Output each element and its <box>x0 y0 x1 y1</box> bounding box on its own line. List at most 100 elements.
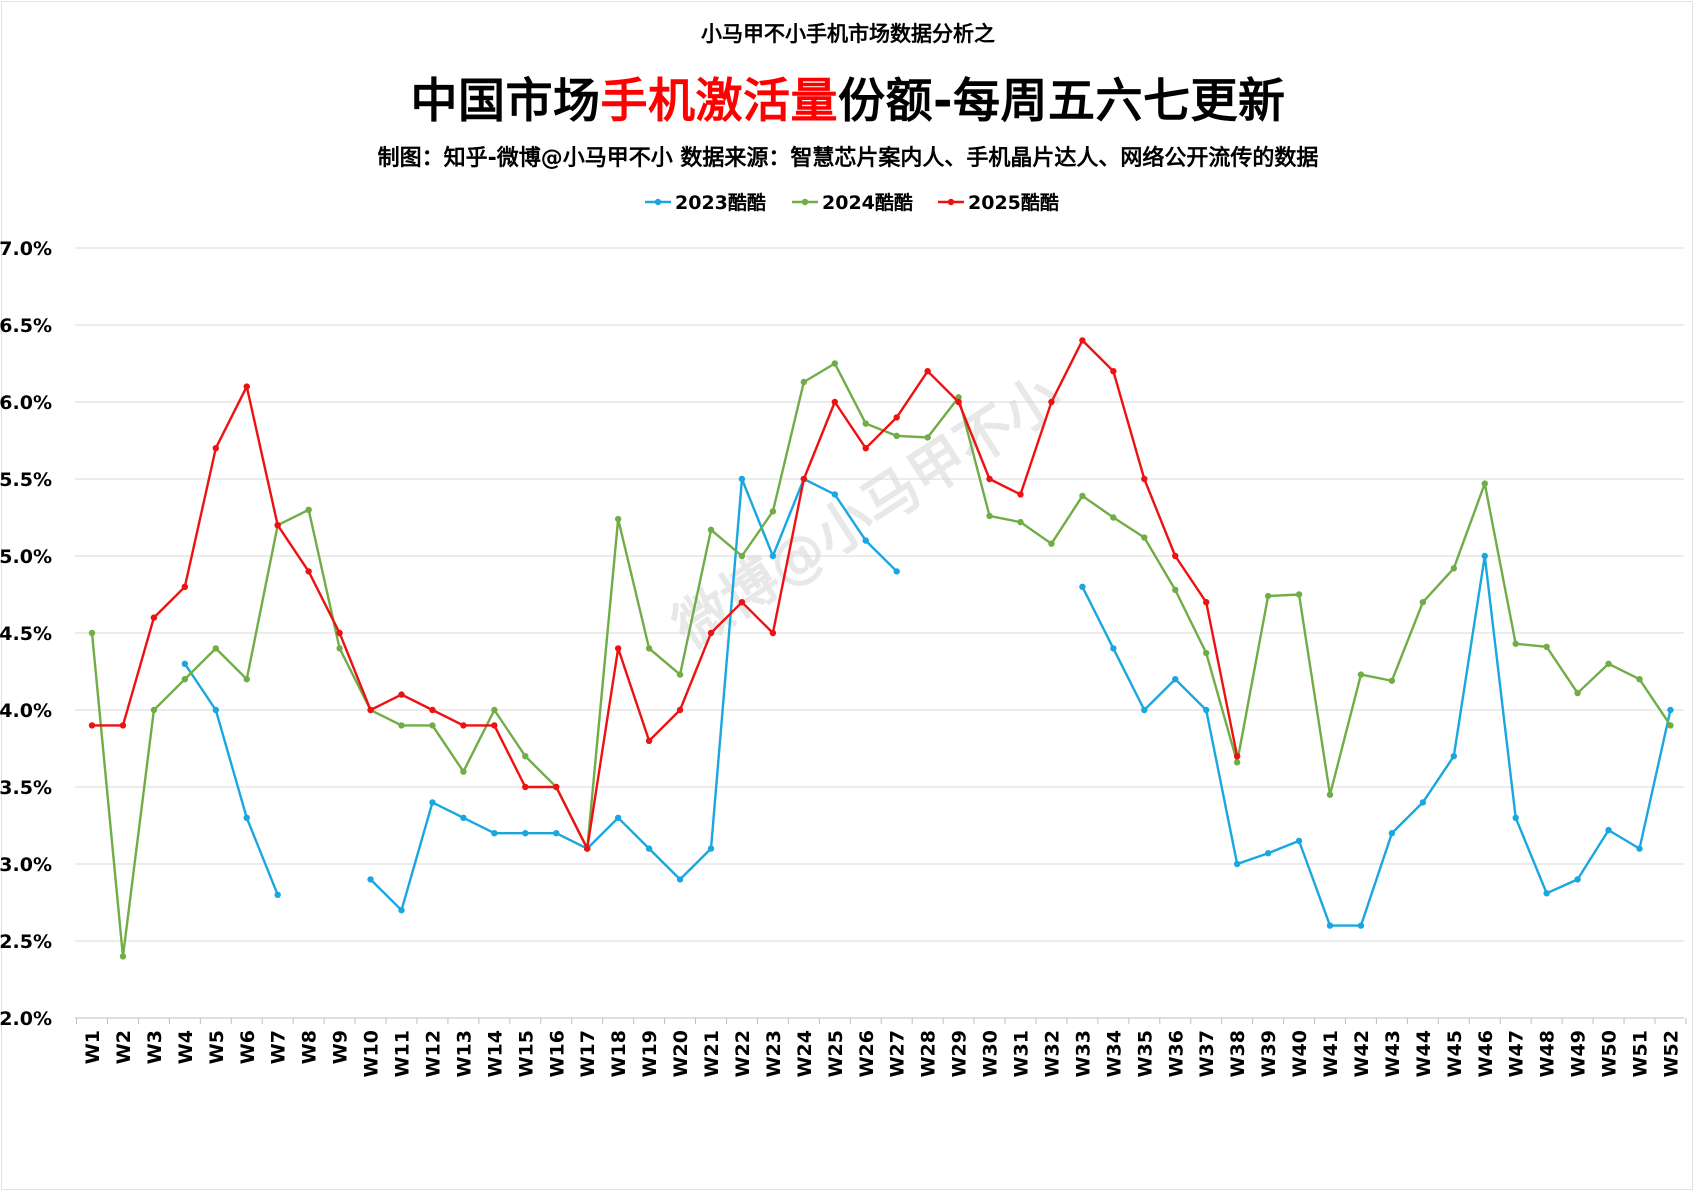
data-point <box>429 722 436 729</box>
x-tick-label: W22 <box>732 1030 754 1077</box>
x-tick-label: W26 <box>856 1030 878 1077</box>
data-point <box>676 671 684 678</box>
y-tick-label: 3.0% <box>0 854 52 876</box>
data-point <box>769 508 777 515</box>
x-tick-label: W30 <box>980 1030 1002 1077</box>
y-tick-label: 5.0% <box>0 546 52 568</box>
series-line <box>90 362 1672 958</box>
data-point <box>1264 592 1272 600</box>
data-point <box>1017 518 1024 526</box>
series-line <box>183 663 279 896</box>
data-point <box>398 907 405 914</box>
x-tick-label: W49 <box>1568 1030 1590 1077</box>
data-point <box>119 722 127 729</box>
data-point <box>1357 922 1365 929</box>
series-1 <box>181 475 1674 929</box>
data-point <box>1203 706 1210 714</box>
x-tick-label: W31 <box>1011 1030 1033 1077</box>
data-point <box>1667 706 1674 714</box>
y-axis-ticks: 2.0% 2.5% 3.0% 3.5% 4.0% 4.5% 5.0% 5.5% 6.0% 6.5%… <box>0 238 52 1030</box>
data-point <box>491 830 498 837</box>
data-point <box>1605 826 1612 834</box>
data-point <box>769 552 777 560</box>
series-2 <box>88 360 1674 960</box>
y-tick-label: 4.0% <box>0 700 52 722</box>
data-point <box>1574 876 1581 883</box>
data-point <box>1110 368 1117 375</box>
data-point <box>336 629 343 637</box>
data-point <box>707 526 715 534</box>
data-point <box>1388 677 1396 684</box>
chart-title: 中国市场手机激活量份额-每周五六七更新 <box>0 62 1696 131</box>
data-point <box>460 722 467 729</box>
y-tick-label: 6.5% <box>0 315 52 337</box>
x-tick-label: W24 <box>794 1030 816 1077</box>
data-point <box>676 876 684 883</box>
data-point <box>336 645 343 652</box>
data-point <box>986 512 993 520</box>
data-point <box>274 891 281 898</box>
data-point <box>522 830 529 837</box>
series-line <box>1081 554 1672 927</box>
x-tick-label: W34 <box>1103 1030 1125 1077</box>
x-tick-label: W5 <box>206 1030 228 1064</box>
data-point <box>1543 890 1550 897</box>
data-point <box>831 491 838 498</box>
x-tick-label: W44 <box>1413 1030 1435 1077</box>
data-point <box>831 360 838 367</box>
x-tick-label: W17 <box>577 1030 599 1077</box>
data-point <box>398 691 405 698</box>
y-tick-label: 2.5% <box>0 931 52 953</box>
x-tick-label: W1 <box>82 1030 104 1064</box>
data-point <box>553 783 560 791</box>
x-tick-label: W2 <box>113 1030 135 1064</box>
data-point <box>645 737 653 744</box>
data-point <box>1141 706 1148 714</box>
watermark-text: 微博@小马甲不小 <box>661 363 1073 662</box>
chart-supertitle: 小马甲不小手机市场数据分析之 <box>701 22 995 46</box>
x-tick-label: W43 <box>1382 1030 1404 1077</box>
data-point <box>862 420 869 427</box>
x-tick-label: W14 <box>484 1030 506 1077</box>
data-point <box>150 614 158 621</box>
legend-marker <box>947 198 955 206</box>
data-point <box>1481 480 1488 487</box>
x-tick-label: W6 <box>237 1030 259 1064</box>
legend-label: 2024酷酷 <box>822 191 913 214</box>
data-point <box>800 475 808 483</box>
data-point <box>769 629 777 637</box>
chart-subtitle: 制图：知乎-微博@小马甲不小 数据来源：智慧芯片案内人、手机晶片达人、网络公开流… <box>377 146 1319 171</box>
data-point <box>429 799 436 806</box>
data-point <box>1079 492 1086 500</box>
data-point <box>491 722 498 729</box>
title-highlight: 手机激活量 <box>600 74 838 129</box>
x-tick-label: W40 <box>1289 1030 1311 1077</box>
x-tick-label: W9 <box>330 1030 352 1064</box>
y-tick-label: 6.0% <box>0 392 52 414</box>
x-tick-label: W15 <box>515 1030 537 1077</box>
y-tick-label: 5.5% <box>0 469 52 491</box>
y-tick-label: 7.0% <box>0 238 52 260</box>
data-point <box>429 706 436 714</box>
x-tick-label: W29 <box>949 1030 971 1077</box>
x-tick-label: W35 <box>1134 1030 1156 1077</box>
data-point <box>1295 837 1303 845</box>
data-point <box>88 629 96 637</box>
data-point <box>1172 552 1179 560</box>
data-point <box>181 583 189 590</box>
data-point <box>181 660 189 667</box>
data-point <box>1357 671 1365 678</box>
data-point <box>1079 337 1086 344</box>
data-point <box>1172 676 1179 683</box>
x-tick-label: W52 <box>1660 1030 1682 1077</box>
data-point <box>738 475 746 483</box>
data-point <box>1419 599 1427 606</box>
data-point <box>1512 640 1519 647</box>
data-point <box>1233 753 1241 760</box>
x-tick-label: W32 <box>1041 1030 1063 1077</box>
data-point <box>862 445 869 452</box>
y-tick-label: 2.0% <box>0 1008 52 1030</box>
data-point <box>707 629 715 637</box>
data-point <box>862 537 869 544</box>
